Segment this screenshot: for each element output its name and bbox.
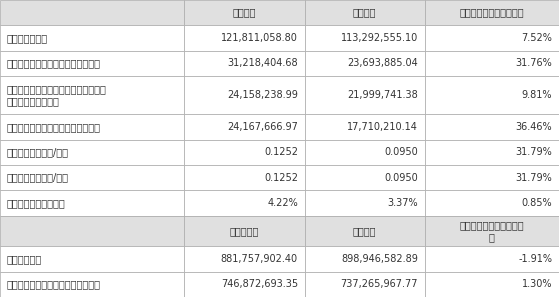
Bar bbox=[425, 50, 559, 76]
Bar bbox=[425, 25, 559, 50]
Text: 0.1252: 0.1252 bbox=[264, 173, 298, 183]
Bar bbox=[425, 0, 559, 25]
Text: 0.85%: 0.85% bbox=[522, 198, 552, 208]
Bar bbox=[184, 140, 305, 165]
Text: 24,158,238.99: 24,158,238.99 bbox=[227, 90, 298, 100]
Text: 1.30%: 1.30% bbox=[522, 279, 552, 289]
Text: 本报告期比上年同期增减: 本报告期比上年同期增减 bbox=[459, 8, 524, 18]
Text: 23,693,885.04: 23,693,885.04 bbox=[347, 58, 418, 68]
Bar bbox=[184, 0, 305, 25]
Text: 9.81%: 9.81% bbox=[522, 90, 552, 100]
Bar bbox=[305, 140, 425, 165]
Bar bbox=[305, 216, 425, 247]
Bar bbox=[425, 272, 559, 297]
Text: 归属于上市公司股东的净资产（元）: 归属于上市公司股东的净资产（元） bbox=[7, 279, 101, 289]
Text: 746,872,693.35: 746,872,693.35 bbox=[221, 279, 298, 289]
Text: 31,218,404.68: 31,218,404.68 bbox=[228, 58, 298, 68]
Text: 4.22%: 4.22% bbox=[267, 198, 298, 208]
Bar bbox=[184, 247, 305, 272]
Text: 31.79%: 31.79% bbox=[515, 173, 552, 183]
Bar bbox=[0, 247, 184, 272]
Text: 7.52%: 7.52% bbox=[522, 33, 552, 43]
Bar bbox=[305, 114, 425, 140]
Text: 3.37%: 3.37% bbox=[387, 198, 418, 208]
Bar bbox=[305, 190, 425, 216]
Bar bbox=[184, 114, 305, 140]
Text: 上年度末: 上年度末 bbox=[353, 226, 377, 236]
Bar bbox=[0, 114, 184, 140]
Bar bbox=[184, 50, 305, 76]
Bar bbox=[0, 25, 184, 50]
Bar bbox=[305, 0, 425, 25]
Text: 稀释每股收益（元/股）: 稀释每股收益（元/股） bbox=[7, 173, 69, 183]
Bar bbox=[425, 165, 559, 190]
Bar bbox=[305, 76, 425, 114]
Text: 营业收入（元）: 营业收入（元） bbox=[7, 33, 48, 43]
Bar bbox=[0, 165, 184, 190]
Bar bbox=[305, 272, 425, 297]
Text: 本报告期末比上年度末增
减: 本报告期末比上年度末增 减 bbox=[459, 220, 524, 242]
Bar bbox=[305, 247, 425, 272]
Text: 31.79%: 31.79% bbox=[515, 147, 552, 157]
Text: 归属于上市公司股东的净利润（元）: 归属于上市公司股东的净利润（元） bbox=[7, 58, 101, 68]
Bar bbox=[425, 216, 559, 247]
Text: 113,292,555.10: 113,292,555.10 bbox=[341, 33, 418, 43]
Bar bbox=[425, 140, 559, 165]
Text: 36.46%: 36.46% bbox=[515, 122, 552, 132]
Text: 881,757,902.40: 881,757,902.40 bbox=[221, 254, 298, 264]
Text: 0.1252: 0.1252 bbox=[264, 147, 298, 157]
Bar bbox=[425, 76, 559, 114]
Bar bbox=[0, 76, 184, 114]
Bar bbox=[0, 272, 184, 297]
Bar bbox=[305, 165, 425, 190]
Text: 总资产（元）: 总资产（元） bbox=[7, 254, 42, 264]
Text: 898,946,582.89: 898,946,582.89 bbox=[341, 254, 418, 264]
Bar bbox=[184, 76, 305, 114]
Text: 0.0950: 0.0950 bbox=[385, 173, 418, 183]
Bar bbox=[184, 272, 305, 297]
Bar bbox=[425, 247, 559, 272]
Text: 737,265,967.77: 737,265,967.77 bbox=[340, 279, 418, 289]
Bar bbox=[425, 190, 559, 216]
Text: -1.91%: -1.91% bbox=[518, 254, 552, 264]
Text: 上年同期: 上年同期 bbox=[353, 8, 377, 18]
Bar bbox=[0, 0, 184, 25]
Text: 0.0950: 0.0950 bbox=[385, 147, 418, 157]
Bar bbox=[0, 190, 184, 216]
Bar bbox=[0, 50, 184, 76]
Text: 加权平均净资产收益率: 加权平均净资产收益率 bbox=[7, 198, 65, 208]
Text: 本报告期: 本报告期 bbox=[233, 8, 257, 18]
Bar bbox=[184, 25, 305, 50]
Text: 21,999,741.38: 21,999,741.38 bbox=[347, 90, 418, 100]
Text: 121,811,058.80: 121,811,058.80 bbox=[221, 33, 298, 43]
Bar bbox=[0, 140, 184, 165]
Bar bbox=[184, 165, 305, 190]
Text: 24,167,666.97: 24,167,666.97 bbox=[227, 122, 298, 132]
Text: 17,710,210.14: 17,710,210.14 bbox=[347, 122, 418, 132]
Bar bbox=[305, 25, 425, 50]
Bar bbox=[184, 190, 305, 216]
Bar bbox=[305, 50, 425, 76]
Bar bbox=[184, 216, 305, 247]
Bar bbox=[0, 216, 184, 247]
Text: 经营活动产生的现金流量净额（元）: 经营活动产生的现金流量净额（元） bbox=[7, 122, 101, 132]
Text: 基本每股收益（元/股）: 基本每股收益（元/股） bbox=[7, 147, 69, 157]
Text: 本报告期末: 本报告期末 bbox=[230, 226, 259, 236]
Bar bbox=[425, 114, 559, 140]
Text: 归属于上市公司股东的扣除非经常性损
益后的净利润（元）: 归属于上市公司股东的扣除非经常性损 益后的净利润（元） bbox=[7, 84, 107, 106]
Text: 31.76%: 31.76% bbox=[515, 58, 552, 68]
